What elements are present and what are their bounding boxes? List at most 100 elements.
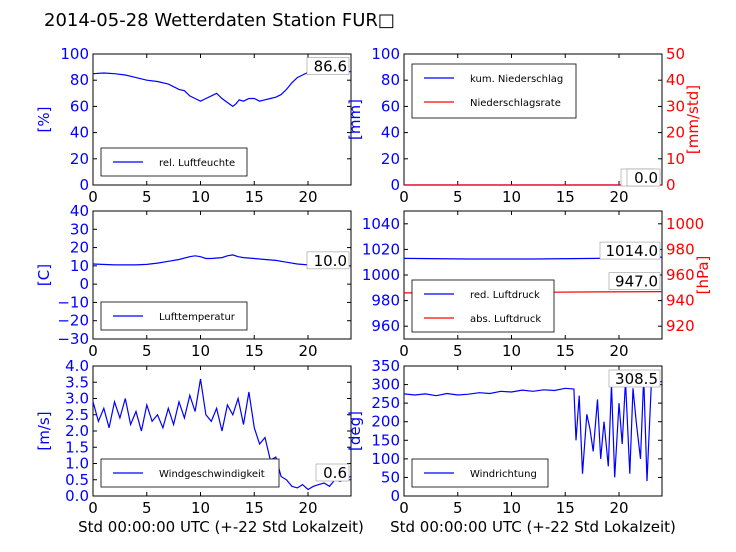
- temperature-y-axis-label: [C]: [35, 264, 53, 286]
- figure-title: 2014-05-28 Wetterdaten Station FUR□: [44, 10, 395, 31]
- humidity-xtick-label: 15: [245, 188, 264, 206]
- humidity-last-value-box: [306, 57, 350, 75]
- pressure-last-value-box: [599, 241, 661, 260]
- pressure-ytick-right-label: 960: [666, 266, 695, 284]
- humidity-ytick-label: 80: [70, 71, 89, 89]
- temperature-ytick-label: −20: [57, 312, 89, 330]
- winddirection-ytick-label: 300: [371, 376, 400, 394]
- temperature-legend-label: Lufttemperatur: [159, 312, 236, 323]
- temperature-last-value: 10.0: [314, 252, 347, 270]
- precipitation-ytick-right-label: 0: [666, 176, 676, 194]
- humidity-legend-label: rel. Luftfeuchte: [159, 158, 235, 169]
- temperature-series-0: [93, 254, 351, 267]
- pressure-xtick-label: 5: [453, 342, 463, 360]
- winddirection-series-0: [404, 377, 662, 482]
- precipitation-y-axis-label-right: [mm/std]: [684, 85, 702, 154]
- panel-temperature: 0 5 10 15 20−30−20−10010203040[C]Lufttempera…: [35, 202, 352, 360]
- windspeed-ytick-label: 2.5: [65, 406, 89, 424]
- winddirection-ytick-label: 150: [371, 431, 400, 449]
- precipitation-xtick-label: 5: [453, 188, 463, 206]
- precipitation-ytick-right-label: 40: [666, 71, 685, 89]
- windspeed-ytick-label: 3.0: [65, 390, 89, 408]
- humidity-ytick-label: 40: [70, 124, 89, 142]
- winddirection-last-value: 308.5: [615, 370, 658, 388]
- temperature-xtick-label: 20: [298, 342, 317, 360]
- precipitation-ytick-label: 80: [381, 71, 400, 89]
- temperature-xtick-label: 10: [191, 342, 210, 360]
- humidity-xtick-label: 20: [298, 188, 317, 206]
- winddirection-frame: [403, 365, 663, 497]
- humidity-xtick-label: 10: [191, 188, 210, 206]
- windspeed-xtick-label: 5: [142, 499, 152, 517]
- windspeed-ytick-label: 0.5: [65, 471, 89, 489]
- precipitation-xtick-label: 15: [556, 188, 575, 206]
- winddirection-ytick-label: 250: [371, 394, 400, 412]
- pressure-xtick-label: 10: [502, 342, 521, 360]
- pressure-ytick-right-label: 940: [666, 292, 695, 310]
- x-axis-label-right: Std 00:00:00 UTC (+-22 Std Lokalzeit): [390, 518, 676, 536]
- winddirection-ytick-label: 350: [371, 357, 400, 375]
- precipitation-ytick-label: 0: [390, 176, 400, 194]
- winddirection-xtick-label: 20: [609, 499, 628, 517]
- windspeed-xtick-label: 20: [298, 499, 317, 517]
- windspeed-last-value-box: [315, 463, 350, 482]
- temperature-ytick-label: −10: [57, 293, 89, 311]
- pressure-ytick-right-label: 1000: [666, 215, 704, 233]
- x-axis-label-left: Std 00:00:00 UTC (+-22 Std Lokalzeit): [78, 518, 364, 536]
- pressure-xtick-label: 0: [399, 342, 409, 360]
- temperature-ytick-label: 20: [70, 239, 89, 257]
- winddirection-xtick-label: 0: [399, 499, 409, 517]
- pressure-ytick-label: 1020: [362, 240, 400, 258]
- humidity-ytick-label: 60: [70, 97, 89, 115]
- winddirection-ytick-label: 100: [371, 450, 400, 468]
- windspeed-ytick-label: 1.5: [65, 438, 89, 456]
- pressure-last-value-right-box: [608, 272, 661, 290]
- precipitation-ytick-right-label: 10: [666, 150, 685, 168]
- humidity-ytick-label: 0: [79, 176, 89, 194]
- windspeed-series-0: [93, 378, 351, 491]
- temperature-xtick-label: 15: [245, 342, 264, 360]
- pressure-ytick-label: 1040: [362, 215, 400, 233]
- winddirection-ytick-label: 50: [381, 468, 400, 486]
- precipitation-y-axis-label: [mm]: [346, 99, 364, 140]
- panel-pressure: 0 5 10 15 20 960 980 1000 1020 1040 920 940 960 980 10…: [362, 210, 712, 360]
- pressure-xtick-label: 15: [556, 342, 575, 360]
- humidity-ytick-label: 20: [70, 150, 89, 168]
- winddirection-last-value-box: [608, 369, 661, 388]
- humidity-xtick-label: 0: [88, 188, 98, 206]
- windspeed-ytick-label: 2.0: [65, 422, 89, 440]
- windspeed-ytick-label: 0.0: [65, 487, 89, 505]
- pressure-ytick-right-label: 920: [666, 317, 695, 335]
- windspeed-y-axis-label: [m/s]: [35, 411, 53, 450]
- precipitation-ytick-label: 40: [381, 124, 400, 142]
- windspeed-legend-label: Windgeschwindigkeit: [159, 469, 265, 480]
- temperature-ytick-label: 30: [70, 220, 89, 238]
- precipitation-ytick-label: 100: [371, 45, 400, 63]
- panel-humidity: 0 5 10 15 20 0 20 40 60 80 100 [%] rel. Luftfeuchte 8…: [35, 45, 352, 206]
- humidity-series-0: [93, 70, 351, 108]
- humidity-last-value: 86.6: [314, 58, 347, 76]
- windspeed-ytick-label: 4.0: [65, 357, 89, 375]
- panel-winddirection: 0 5 10 15 20050100150200250300350[deg]Windri…: [346, 357, 663, 517]
- windspeed-xtick-label: 15: [245, 499, 264, 517]
- winddirection-ytick-label: 200: [371, 413, 400, 431]
- temperature-frame: [92, 210, 352, 340]
- precipitation-legend: [411, 63, 577, 119]
- pressure-legend-label: red. Luftdruck: [470, 290, 540, 301]
- precipitation-ytick-right-label: 20: [666, 124, 685, 142]
- windspeed-xtick-label: 0: [88, 499, 98, 517]
- panel-windspeed: 0 5 10 15 20 0.00.51.01.52.02.53.03.54.0 [m/s]…: [35, 357, 352, 517]
- winddirection-y-axis-label: [deg]: [346, 411, 364, 451]
- winddirection-xtick-label: 15: [556, 499, 575, 517]
- precipitation-xtick-label: 0: [399, 188, 409, 206]
- temperature-xtick-label: 0: [88, 342, 98, 360]
- pressure-ytick-right-label: 980: [666, 240, 695, 258]
- humidity-ytick-label: 100: [60, 45, 89, 63]
- precipitation-xtick-label: 20: [609, 188, 628, 206]
- winddirection-xtick-label: 5: [453, 499, 463, 517]
- humidity-y-axis-label: [%]: [35, 107, 53, 133]
- pressure-y-axis-label-right: [hPa]: [694, 256, 712, 295]
- windspeed-ytick-label: 3.5: [65, 373, 89, 391]
- precipitation-last-value-right: 0.0: [634, 169, 658, 187]
- winddirection-xtick-label: 10: [502, 499, 521, 517]
